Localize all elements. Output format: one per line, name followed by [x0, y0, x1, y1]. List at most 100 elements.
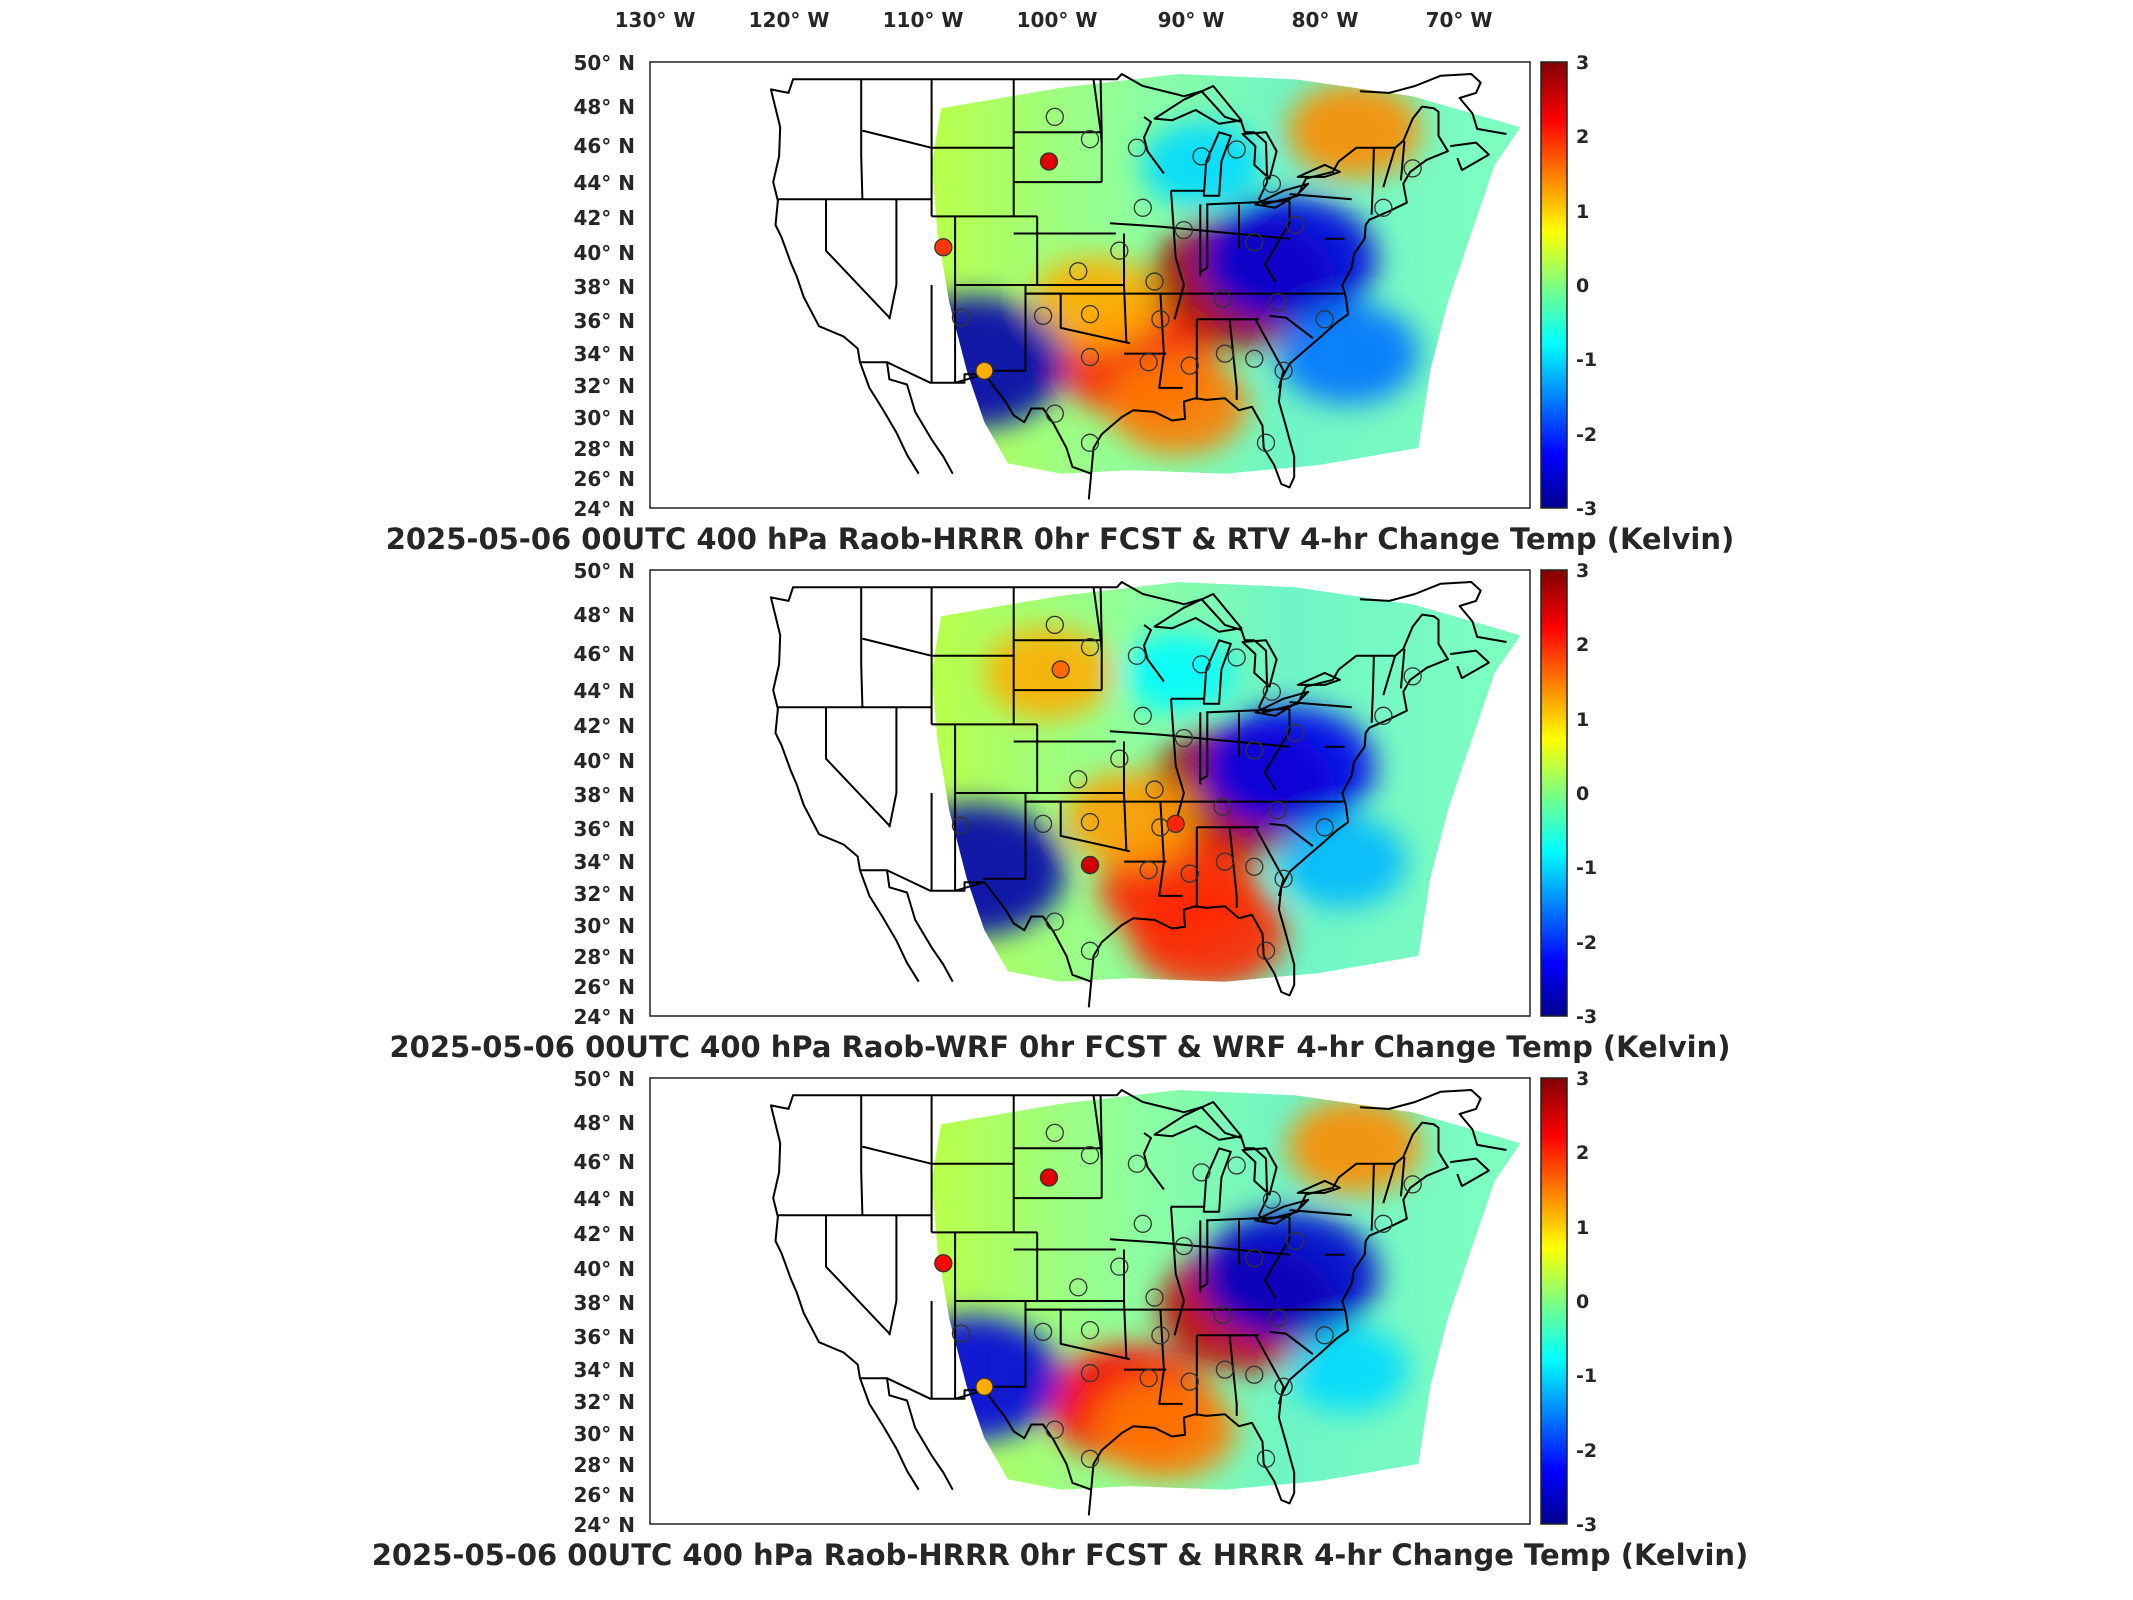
state-line: [825, 707, 891, 827]
latitude-label: 42° N: [573, 206, 635, 230]
raob-stations: [934, 107, 1422, 452]
temperature-anomaly: [1287, 1326, 1409, 1413]
coastline: [886, 362, 954, 475]
latitude-label: 42° N: [573, 1222, 635, 1246]
state-line: [1059, 293, 1131, 345]
state-line: [1161, 1241, 1290, 1256]
state-line: [1123, 233, 1128, 344]
raob-station-marker: [1192, 655, 1211, 674]
colorbar-gradient: [1540, 61, 1568, 509]
state-line: [860, 1095, 864, 1216]
state-line: [862, 1145, 932, 1165]
raob-station-marker: [1213, 289, 1232, 308]
state-line: [983, 1301, 1027, 1388]
latitude-label: 24° N: [573, 1513, 635, 1537]
coastline: [1359, 1089, 1507, 1151]
temperature-anomaly: [1286, 82, 1422, 179]
state-line: [1059, 1309, 1131, 1361]
state-line: [1206, 1215, 1290, 1222]
raob-station-marker: [951, 816, 971, 835]
raob-station-marker: [1215, 344, 1235, 363]
state-line: [1370, 147, 1375, 215]
coastline: [1087, 981, 1093, 1008]
state-line: [1399, 1156, 1406, 1197]
raob-station-marker: [1069, 770, 1088, 789]
coastline: [886, 1378, 954, 1491]
latitude-axis: 50° N 48° N 46° N 44° N 42° N 40° N 38° …: [573, 1067, 635, 1537]
coastline: [859, 869, 920, 983]
raob-station-marker: [1286, 1231, 1305, 1251]
raob-station-marker: [1139, 1369, 1158, 1388]
colorbar-tick-label: -2: [1576, 932, 1597, 954]
raob-stations: [951, 615, 1422, 960]
state-line: [1092, 79, 1103, 143]
state-line: [1269, 314, 1314, 339]
temperature-anomaly: [1065, 771, 1197, 866]
raob-station-marker: [1080, 305, 1100, 324]
state-line: [1200, 712, 1209, 781]
great-lake: [1241, 131, 1278, 180]
temperature-anomaly: [1200, 1211, 1379, 1340]
latitude-label: 26° N: [573, 467, 635, 491]
raob-station-marker: [1069, 262, 1088, 281]
colorbar-tick-label: -3: [1576, 498, 1597, 520]
state-boundaries: [769, 73, 1507, 500]
state-line: [1143, 624, 1165, 683]
state-line: [1399, 648, 1406, 689]
raob-station-marker: [1245, 857, 1264, 876]
map-area: [649, 569, 1531, 1017]
raob-station-marker: [1045, 107, 1064, 127]
latitude-label: 36° N: [573, 817, 635, 841]
raob-station-marker: [1045, 615, 1064, 635]
raob-station-marker: [1245, 1248, 1264, 1268]
temperature-anomaly: [1286, 1098, 1422, 1195]
state-boundaries: [769, 1089, 1507, 1516]
raob-station-marker: [1256, 941, 1276, 960]
raob-station-marker: [1268, 1309, 1287, 1328]
raob-station-marker: [1274, 869, 1293, 888]
colorbar-tick-label: -1: [1576, 349, 1597, 371]
latitude-label: 40° N: [573, 241, 635, 265]
great-lake: [1296, 1179, 1341, 1194]
map-panel-hrrr-rtv: 50° N 48° N 46° N 44° N 42° N 40° N 38° …: [386, 51, 1735, 556]
coastline: [859, 1377, 920, 1491]
state-line: [1109, 222, 1162, 228]
map-panel-wrf: 50° N 48° N 46° N 44° N 42° N 40° N 38° …: [389, 559, 1730, 1064]
raob-station-marker: [1080, 941, 1100, 960]
colorbar-tick-label: 2: [1576, 1142, 1589, 1164]
colorbar-tick-label: 0: [1576, 1291, 1589, 1313]
state-line: [1254, 1334, 1285, 1405]
state-line: [1228, 1335, 1238, 1416]
temperature-anomaly: [931, 803, 1066, 937]
state-line: [1382, 1163, 1397, 1204]
latitude-label: 32° N: [573, 374, 635, 398]
raob-station-marker: [1268, 801, 1287, 820]
state-line: [1092, 1095, 1103, 1159]
latitude-axis: 50° N 48° N 46° N 44° N 42° N 40° N 38° …: [573, 559, 635, 1029]
raob-station-marker: [1033, 814, 1053, 834]
great-lake: [1296, 163, 1341, 178]
map-area: [649, 61, 1531, 509]
state-line: [1170, 698, 1185, 828]
latitude-label: 46° N: [573, 1150, 635, 1174]
raob-station-marker: [1151, 310, 1170, 329]
raob-station-marker-valued: [1080, 855, 1100, 875]
latitude-label: 50° N: [573, 1067, 635, 1091]
raob-station-marker: [1180, 1372, 1199, 1391]
raob-station-marker: [1045, 912, 1064, 931]
great-lake: [1202, 131, 1232, 197]
state-line: [1263, 1216, 1291, 1299]
raob-station-marker: [1256, 1449, 1276, 1468]
temperature-anomaly: [1277, 302, 1420, 405]
raob-station-marker: [951, 1324, 971, 1343]
raob-station-marker: [1268, 293, 1287, 312]
raob-station-marker: [1256, 433, 1276, 452]
coastline: [1087, 1489, 1093, 1516]
raob-station-marker-valued: [975, 1377, 994, 1396]
colorbar-gradient: [1540, 569, 1568, 1017]
latitude-label: 48° N: [573, 1111, 635, 1135]
great-lake: [1254, 690, 1310, 717]
state-line: [1200, 1220, 1209, 1289]
state-line: [1370, 655, 1375, 723]
state-line: [888, 707, 898, 828]
